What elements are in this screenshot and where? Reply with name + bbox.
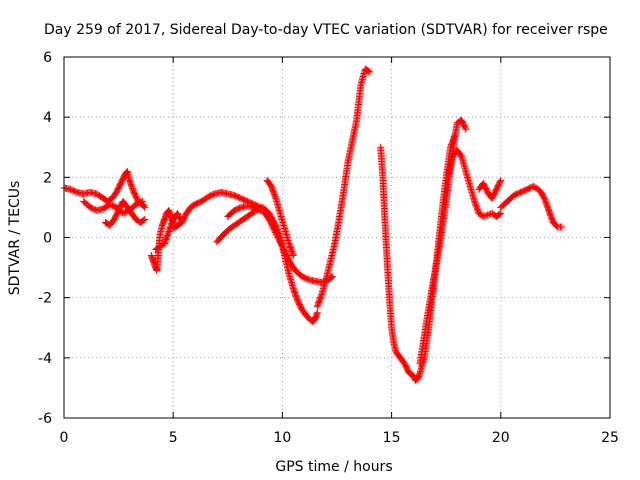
chart-title: Day 259 of 2017, Sidereal Day-to-day VTE… — [44, 22, 608, 38]
data-point — [257, 206, 265, 214]
data-point — [484, 211, 492, 219]
data-point — [365, 67, 373, 75]
data-point — [366, 68, 374, 76]
data-point — [462, 125, 470, 133]
y-tick-label: 4 — [43, 110, 52, 126]
x-axis-label: GPS time / hours — [275, 459, 392, 475]
data-point — [141, 203, 149, 211]
data-point — [496, 178, 504, 186]
data-point — [140, 202, 148, 210]
data-point — [496, 210, 504, 218]
data-point — [289, 252, 297, 260]
data-point — [328, 273, 336, 281]
data-point — [139, 197, 147, 205]
data-point — [140, 216, 148, 224]
x-tick-label: 5 — [169, 430, 178, 446]
x-tick-labels: 0 5 10 15 20 25 — [60, 430, 619, 446]
axis-ticks — [63, 56, 611, 419]
y-tick-label: 2 — [43, 170, 52, 186]
y-tick-label: 6 — [43, 50, 52, 66]
y-axis-label: SDTVAR / TECUs — [7, 181, 23, 296]
y-tick-labels: -6 -4 -2 0 2 4 6 — [38, 50, 52, 427]
data-point — [141, 215, 149, 223]
x-tick-label: 10 — [273, 430, 291, 446]
x-tick-label: 0 — [60, 430, 69, 446]
data-point — [255, 206, 263, 214]
data-point — [497, 176, 505, 184]
data-point — [137, 198, 145, 206]
data-point — [482, 211, 490, 219]
data-point — [313, 309, 321, 317]
y-tick-label: -4 — [38, 351, 52, 367]
data-point — [481, 212, 489, 220]
data-point — [558, 223, 566, 231]
x-tick-label: 20 — [492, 430, 510, 446]
data-point — [461, 124, 469, 132]
x-tick-label: 15 — [383, 430, 401, 446]
y-tick-label: -2 — [38, 291, 52, 307]
x-tick-label: 25 — [601, 430, 619, 446]
data-points — [60, 65, 566, 384]
y-tick-label: 0 — [43, 231, 52, 247]
data-point — [479, 212, 487, 220]
y-tick-label: -6 — [38, 411, 52, 427]
data-point — [497, 209, 505, 217]
